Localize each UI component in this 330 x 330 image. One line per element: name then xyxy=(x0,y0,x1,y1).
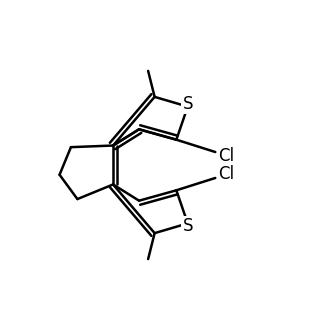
Text: S: S xyxy=(182,217,193,235)
Text: S: S xyxy=(182,95,193,113)
Text: Cl: Cl xyxy=(218,165,235,183)
Text: Cl: Cl xyxy=(218,147,235,165)
